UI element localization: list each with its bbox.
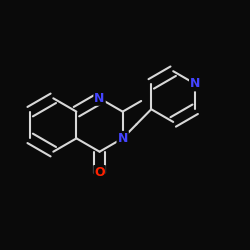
Text: N: N — [118, 132, 128, 145]
Text: N: N — [94, 92, 105, 105]
Text: N: N — [190, 78, 200, 90]
Text: O: O — [94, 166, 105, 179]
